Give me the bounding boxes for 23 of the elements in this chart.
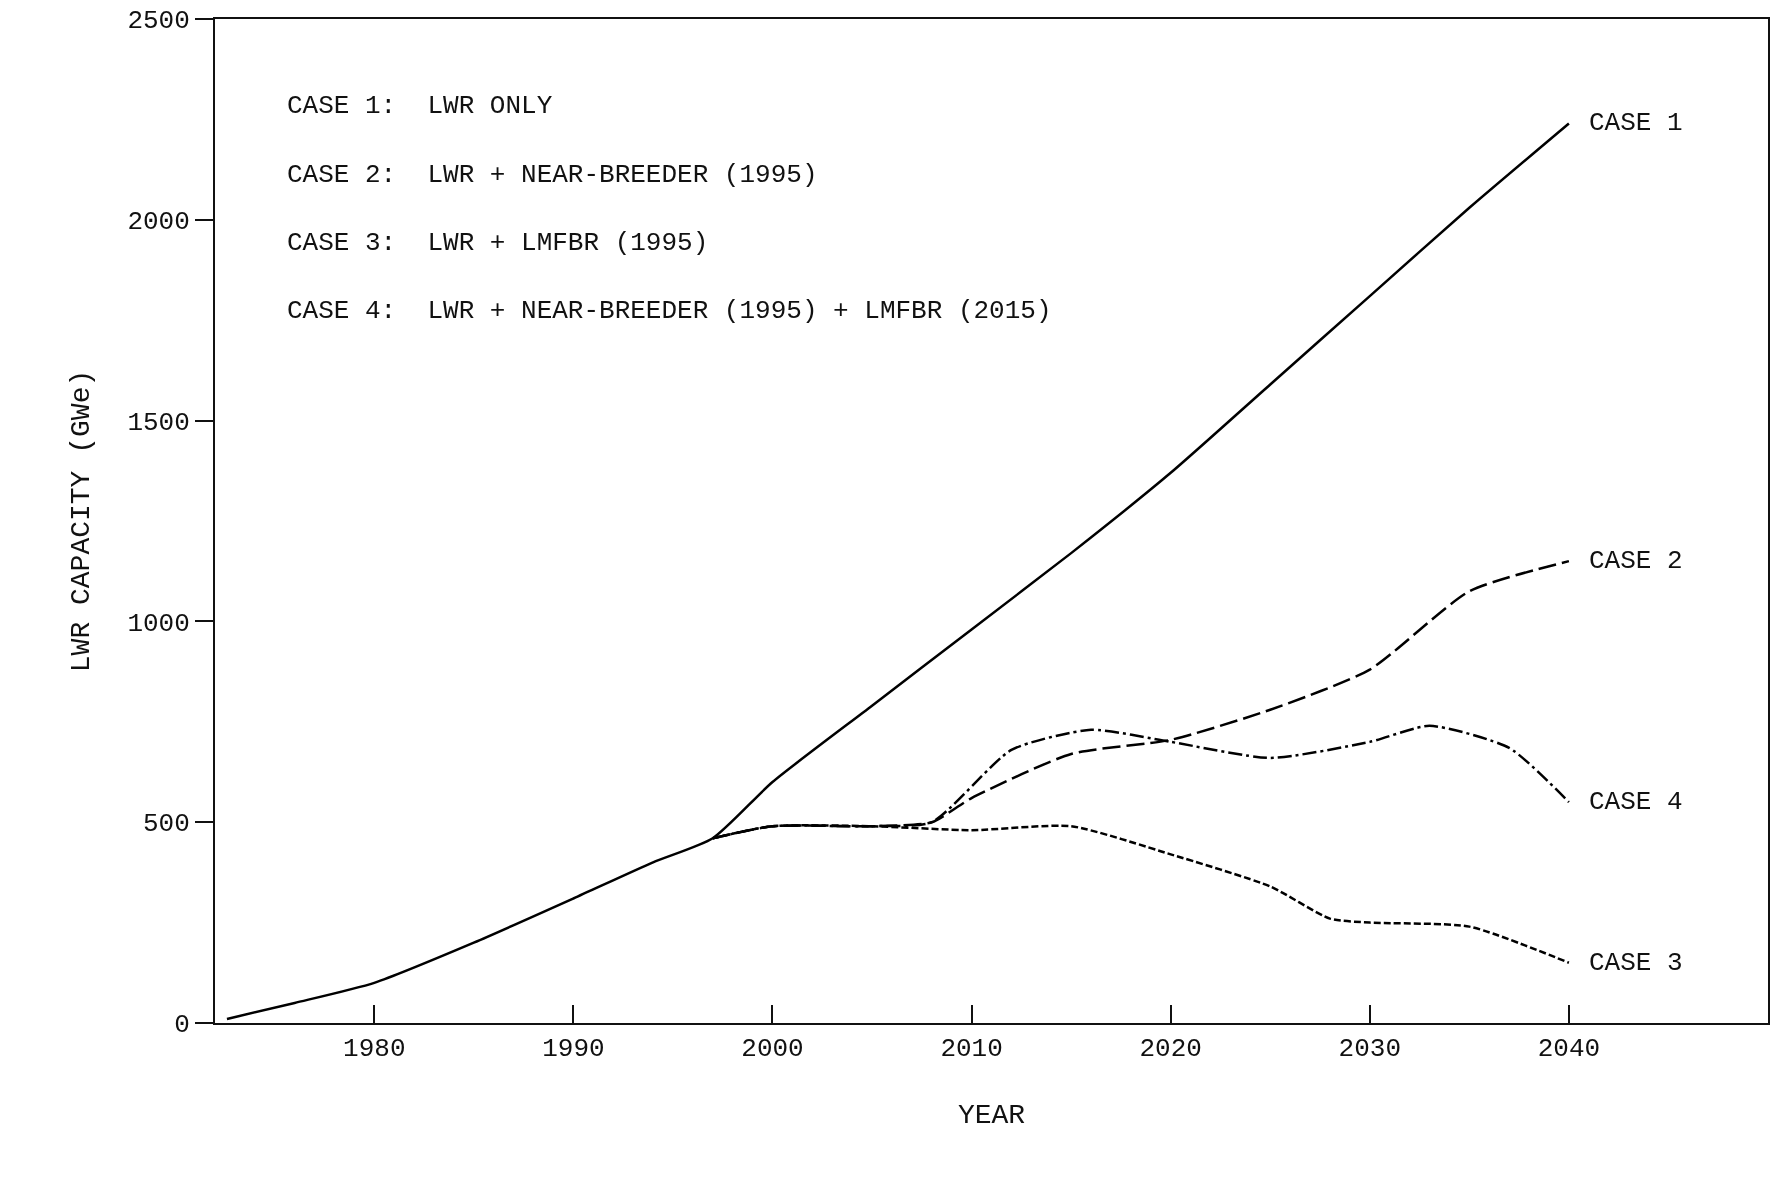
x-tick-label: 1980 bbox=[343, 1034, 406, 1065]
series-label: CASE 2 bbox=[1589, 546, 1683, 576]
x-tick-label: 2000 bbox=[741, 1034, 804, 1065]
annotation: CASE 1: LWR ONLY bbox=[287, 91, 553, 121]
x-tick-label: 2020 bbox=[1139, 1034, 1202, 1065]
annotation: CASE 4: LWR + NEAR-BREEDER (1995) + LMFBR (2015) bbox=[287, 296, 1052, 326]
annotation: CASE 2: LWR + NEAR-BREEDER (1995) bbox=[287, 160, 818, 190]
series-label: CASE 1 bbox=[1589, 108, 1683, 138]
x-axis-title: YEAR bbox=[957, 1099, 1026, 1131]
series-label: CASE 3 bbox=[1589, 948, 1683, 978]
y-tick-label: 1000 bbox=[127, 608, 190, 639]
annotation: CASE 3: LWR + LMFBR (1995) bbox=[287, 228, 709, 258]
y-tick-label: 1500 bbox=[127, 407, 190, 438]
x-tick-label: 2030 bbox=[1338, 1034, 1401, 1065]
y-tick-label: 2000 bbox=[127, 206, 190, 237]
series-label: CASE 4 bbox=[1589, 787, 1683, 817]
y-tick-label: 500 bbox=[142, 809, 190, 840]
x-tick-label: 1990 bbox=[542, 1034, 605, 1065]
y-tick-label: 2500 bbox=[127, 6, 190, 37]
x-tick-label: 2010 bbox=[940, 1034, 1003, 1065]
y-axis-title: LWR CAPACITY (GWe) bbox=[65, 369, 97, 673]
x-tick-label: 2040 bbox=[1537, 1034, 1601, 1065]
y-tick-label: 0 bbox=[174, 1010, 190, 1041]
